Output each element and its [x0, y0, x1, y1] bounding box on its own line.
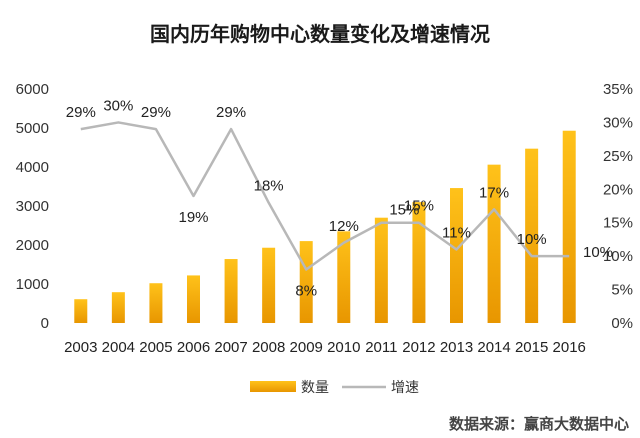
x-tick-label: 2012: [402, 339, 435, 356]
legend: 数量 增速: [250, 380, 419, 396]
chart-title: 国内历年购物中心数量变化及增速情况: [150, 22, 490, 46]
bar: [374, 217, 388, 323]
bar: [224, 259, 238, 323]
y-left-tick-label: 1000: [16, 276, 49, 293]
bar: [187, 275, 200, 323]
legend-label-bars: 数量: [301, 380, 329, 396]
data-label: 18%: [254, 178, 284, 195]
legend-swatch-bars: [250, 381, 296, 392]
growth-line: [80, 121, 570, 271]
x-tick-label: 2014: [477, 339, 510, 356]
data-label: 29%: [141, 104, 171, 121]
x-tick-label: 2003: [64, 339, 97, 356]
y-right-tick-label: 35%: [603, 81, 633, 98]
y-right-tick-label: 10%: [603, 248, 633, 265]
bar: [487, 164, 501, 323]
bar: [562, 130, 576, 323]
source-note: 数据来源：赢商大数据中心: [449, 415, 629, 433]
data-label: 11%: [442, 224, 471, 241]
x-tick-label: 2016: [553, 339, 586, 356]
data-label: 29%: [66, 104, 96, 121]
y-right-tick-label: 25%: [603, 148, 633, 165]
data-label: 12%: [329, 218, 359, 235]
y-left-tick-label: 3000: [16, 198, 49, 215]
data-label: 15%: [389, 202, 419, 219]
x-tick-label: 2011: [365, 339, 397, 356]
y-left-tick-label: 0: [41, 315, 49, 332]
data-label: 19%: [178, 209, 208, 226]
x-tick-label: 2013: [440, 339, 473, 356]
y-left-tick-label: 5000: [16, 120, 49, 137]
y-right-tick-label: 5%: [611, 282, 633, 299]
x-tick-label: 2006: [177, 339, 210, 356]
data-label: 30%: [103, 97, 133, 114]
x-tick-label: 2005: [139, 339, 172, 356]
bar: [262, 247, 276, 323]
x-tick-label: 2004: [102, 339, 135, 356]
x-tick-label: 2009: [290, 339, 323, 356]
x-tick-label: 2007: [214, 339, 247, 356]
data-label: 10%: [517, 231, 547, 248]
y-right-tick-label: 20%: [603, 181, 633, 198]
bar: [525, 148, 539, 323]
x-tick-label: 2010: [327, 339, 360, 356]
bar: [149, 283, 163, 323]
legend-label-line: 增速: [391, 380, 419, 396]
bar: [74, 299, 88, 323]
y-right-tick-label: 30%: [603, 114, 633, 131]
data-label: 29%: [216, 104, 246, 121]
data-label: 10%: [583, 244, 613, 261]
y-left-tick-label: 4000: [16, 159, 49, 176]
y-right-tick-label: 15%: [603, 215, 633, 232]
bar: [337, 231, 351, 323]
bar: [450, 188, 463, 323]
bar: [111, 292, 125, 323]
data-label: 15%: [404, 198, 434, 215]
data-label: 8%: [295, 283, 317, 300]
y-left-tick-label: 6000: [16, 81, 49, 98]
x-tick-label: 2008: [252, 339, 285, 356]
y-left-tick-label: 2000: [16, 237, 49, 254]
bar: [412, 202, 426, 323]
x-tick-label: 2015: [515, 339, 548, 356]
y-right-tick-label: 0%: [611, 315, 633, 332]
data-label: 17%: [479, 184, 509, 201]
plot-area: 0 1000 2000 3000 4000 5000 6000 0% 5% 10% 15% 20% 25…: [16, 81, 633, 356]
